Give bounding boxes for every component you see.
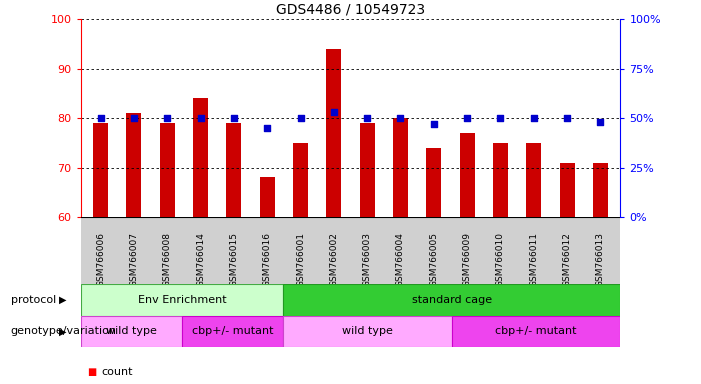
Point — [495, 115, 506, 121]
Text: wild type: wild type — [106, 326, 156, 336]
Bar — [526, 143, 541, 217]
Point — [162, 115, 173, 121]
Text: ▶: ▶ — [60, 295, 67, 305]
Bar — [160, 123, 175, 217]
Bar — [460, 133, 475, 217]
Bar — [360, 123, 374, 217]
Bar — [451, 316, 620, 347]
Text: ■: ■ — [88, 367, 97, 377]
Point — [362, 115, 373, 121]
Point — [195, 115, 206, 121]
Bar — [126, 113, 142, 217]
Text: wild type: wild type — [342, 326, 393, 336]
Text: standard cage: standard cage — [411, 295, 492, 305]
Text: ▶: ▶ — [60, 326, 67, 336]
Bar — [327, 49, 341, 217]
Bar — [93, 123, 108, 217]
Bar — [283, 316, 451, 347]
Point — [128, 115, 139, 121]
Point — [528, 115, 539, 121]
Point — [461, 115, 472, 121]
Bar — [426, 148, 442, 217]
Text: cbp+/- mutant: cbp+/- mutant — [191, 326, 273, 336]
Bar — [259, 177, 275, 217]
Point — [328, 109, 339, 115]
Bar — [193, 98, 208, 217]
Point — [229, 115, 240, 121]
Text: Env Enrichment: Env Enrichment — [137, 295, 226, 305]
Point — [295, 115, 306, 121]
Text: genotype/variation: genotype/variation — [11, 326, 116, 336]
Title: GDS4486 / 10549723: GDS4486 / 10549723 — [276, 3, 425, 17]
Point — [261, 125, 273, 131]
Text: cbp+/- mutant: cbp+/- mutant — [496, 326, 577, 336]
Bar — [293, 143, 308, 217]
Point — [395, 115, 406, 121]
Point — [594, 119, 606, 125]
Text: count: count — [102, 367, 133, 377]
Bar — [226, 123, 241, 217]
Point — [428, 121, 440, 127]
Bar — [283, 284, 620, 316]
Bar — [593, 162, 608, 217]
Bar — [493, 143, 508, 217]
Point — [562, 115, 573, 121]
Bar — [182, 316, 283, 347]
Bar — [393, 118, 408, 217]
Bar — [81, 316, 182, 347]
Bar — [559, 162, 575, 217]
Text: protocol: protocol — [11, 295, 56, 305]
Point — [95, 115, 107, 121]
Bar — [81, 284, 283, 316]
